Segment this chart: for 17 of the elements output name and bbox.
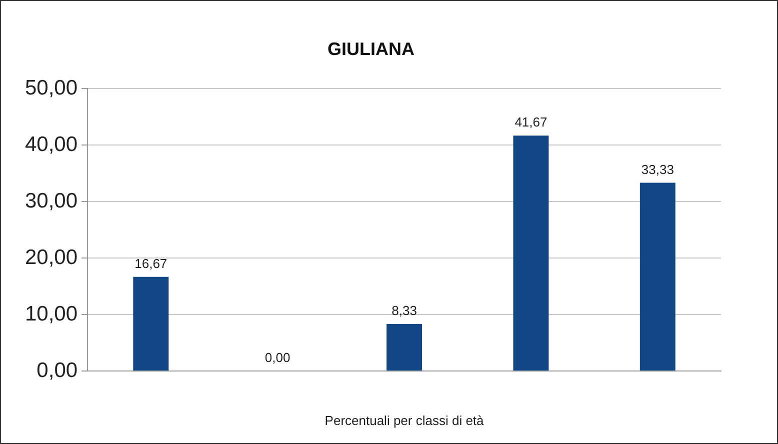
bar (133, 276, 169, 370)
x-axis-title: Percentuali per classi di età (324, 412, 485, 428)
data-label: 8,33 (392, 303, 417, 318)
bar (513, 136, 549, 370)
y-tick-label: 50,00 (24, 76, 78, 100)
chart-title: GIULIANA (328, 38, 414, 59)
data-label: 16,67 (134, 256, 168, 271)
data-label: 33,33 (641, 162, 674, 177)
y-tick-label: 10,00 (24, 302, 78, 326)
bar (640, 182, 676, 370)
bar (386, 324, 422, 370)
y-tick-label: 30,00 (24, 189, 78, 212)
y-tick-label: 40,00 (24, 132, 78, 156)
y-tick-label: 20,00 (24, 246, 78, 269)
y-tick-label: 0,00 (36, 358, 78, 382)
data-label: 0,00 (264, 350, 290, 366)
data-label: 41,67 (514, 114, 548, 130)
